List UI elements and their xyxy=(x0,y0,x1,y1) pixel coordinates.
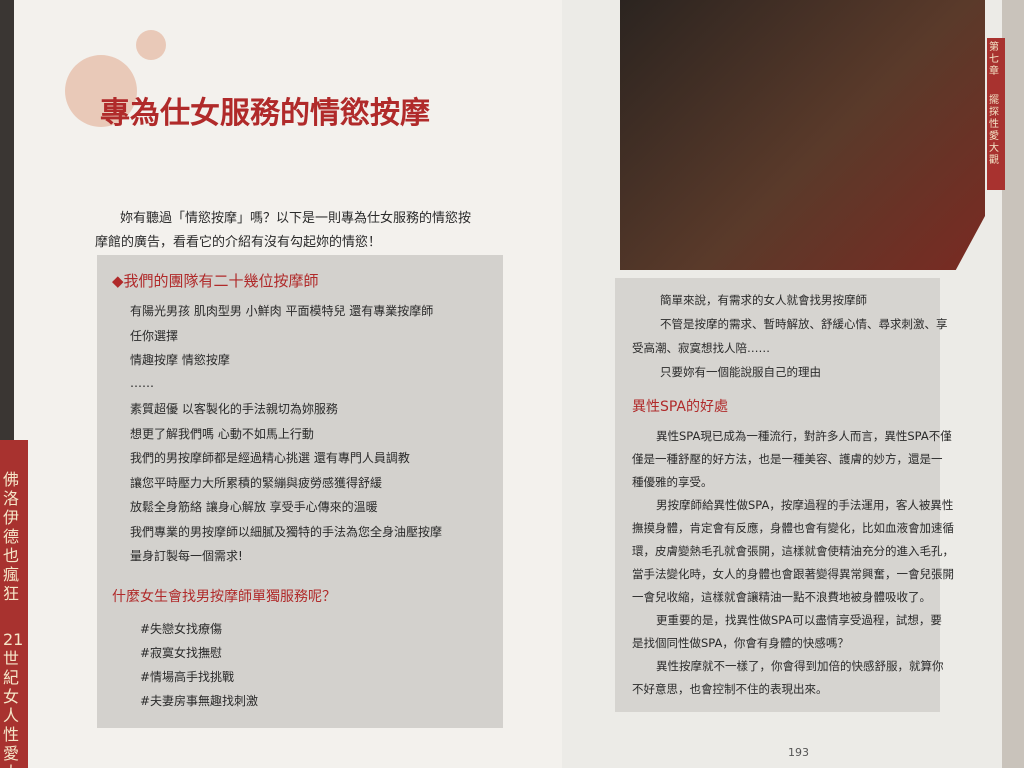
box-line: 量身訂製每一個需求! xyxy=(130,549,243,563)
paragraph-line: 異性按摩就不一樣了，你會得到加倍的快感舒服，就算你 xyxy=(656,659,944,673)
paragraph-line: 更重要的是，找異性做SPA可以盡情享受過程，試想，要 xyxy=(656,613,942,627)
box-heading: ◆我們的團隊有二十幾位按摩師 xyxy=(112,272,319,290)
decor-circle xyxy=(136,30,166,60)
box-line: 任你選擇 xyxy=(130,328,179,343)
box-line: 情趣按摩 情慾按摩 xyxy=(130,353,230,367)
box-heading: 什麼女生會找男按摩師單獨服務呢？ xyxy=(112,589,336,605)
page-edges xyxy=(1002,0,1024,768)
box-line: 只要妳有一個能說服自己的理由 xyxy=(660,365,821,379)
box-line: 讓您平時壓力大所累積的緊繃與疲勞感獲得舒緩 xyxy=(130,475,383,490)
box-heading: 異性SPA的好處 xyxy=(632,399,729,415)
box-line: 想更了解我們嗎 心動不如馬上行動 xyxy=(130,426,314,441)
box-line: 受高潮、寂寞想找人陪…… xyxy=(632,341,770,355)
photo xyxy=(620,0,985,270)
tag-line: #寂寞女找撫慰 xyxy=(140,646,223,660)
side-tab: 佛洛伊德也瘋狂 xyxy=(3,470,20,603)
title: 專為仕女服務的情慾按摩 xyxy=(100,96,430,131)
tag-line: #夫妻房事無趣找刺激 xyxy=(140,694,259,708)
left-box xyxy=(97,255,503,728)
chapter-tab: 擺探性愛大觀 xyxy=(989,95,999,166)
side-tab: 21世紀女人性愛大解 xyxy=(3,630,24,768)
paragraph-line: 一會兒收縮，這樣就會讓精油一點不浪費地被身體吸收了。 xyxy=(632,590,931,604)
chapter-tab: 第七章 xyxy=(989,42,999,77)
left-tab-bar xyxy=(0,440,28,768)
decor-circle xyxy=(65,55,137,127)
tag-line: #情場高手找挑戰 xyxy=(140,670,235,684)
page-number: 193 xyxy=(788,746,809,759)
box-line: …… xyxy=(130,375,154,390)
paragraph-line: 當手法變化時，女人的身體也會跟著變得異常興奮，一會兒張開 xyxy=(632,567,954,581)
box-line: 我們的男按摩師都是經過精心挑選 還有專門人員調教 xyxy=(130,451,410,465)
paragraph-line: 環，皮膚變熱毛孔就會張開，這樣就會使精油充分的進入毛孔， xyxy=(632,544,954,558)
box-line: 放鬆全身筋絡 讓身心解放 享受手心傳來的溫暖 xyxy=(130,500,378,514)
box-line: 有陽光男孩 肌肉型男 小鮮肉 平面模特兒 還有專業按摩師 xyxy=(130,304,434,318)
paragraph-line: 不好意思，也會控制不住的表現出來。 xyxy=(632,682,828,696)
paragraph-line: 男按摩師給異性做SPA，按摩過程的手法運用，客人被異性 xyxy=(656,498,954,512)
tag-line: #失戀女找療傷 xyxy=(140,622,223,636)
paragraph-line: 異性SPA現已成為一種流行，對許多人而言，異性SPA不僅 xyxy=(656,429,952,443)
intro-line: 摩館的廣告，看看它的介紹有沒有勾起妳的情慾！ xyxy=(95,235,382,250)
box-line: 不管是按摩的需求、暫時解放、舒緩心情、尋求刺激、享 xyxy=(660,317,948,331)
box-line: 素質超優 以客製化的手法親切為妳服務 xyxy=(130,402,338,416)
chapter-tab-bg xyxy=(987,38,1005,190)
right-box xyxy=(615,278,940,712)
paragraph-line: 僅是一種舒壓的好方法，也是一種美容、護膚的妙方，還是一 xyxy=(632,452,943,466)
box-line: 簡單來說，有需求的女人就會找男按摩師 xyxy=(660,293,867,307)
paragraph-line: 種優雅的享受。 xyxy=(632,475,713,489)
paragraph-line: 撫摸身體，肯定會有反應，身體也會有變化，比如血液會加速循 xyxy=(632,521,954,535)
intro-line: 妳有聽過「情慾按摩」嗎？以下是一則專為仕女服務的情慾按 xyxy=(120,211,472,226)
box-line: 我們專業的男按摩師以細膩及獨特的手法為您全身油壓按摩 xyxy=(130,524,443,539)
paragraph-line: 是找個同性做SPA，你會有身體的快感嗎？ xyxy=(632,636,849,650)
